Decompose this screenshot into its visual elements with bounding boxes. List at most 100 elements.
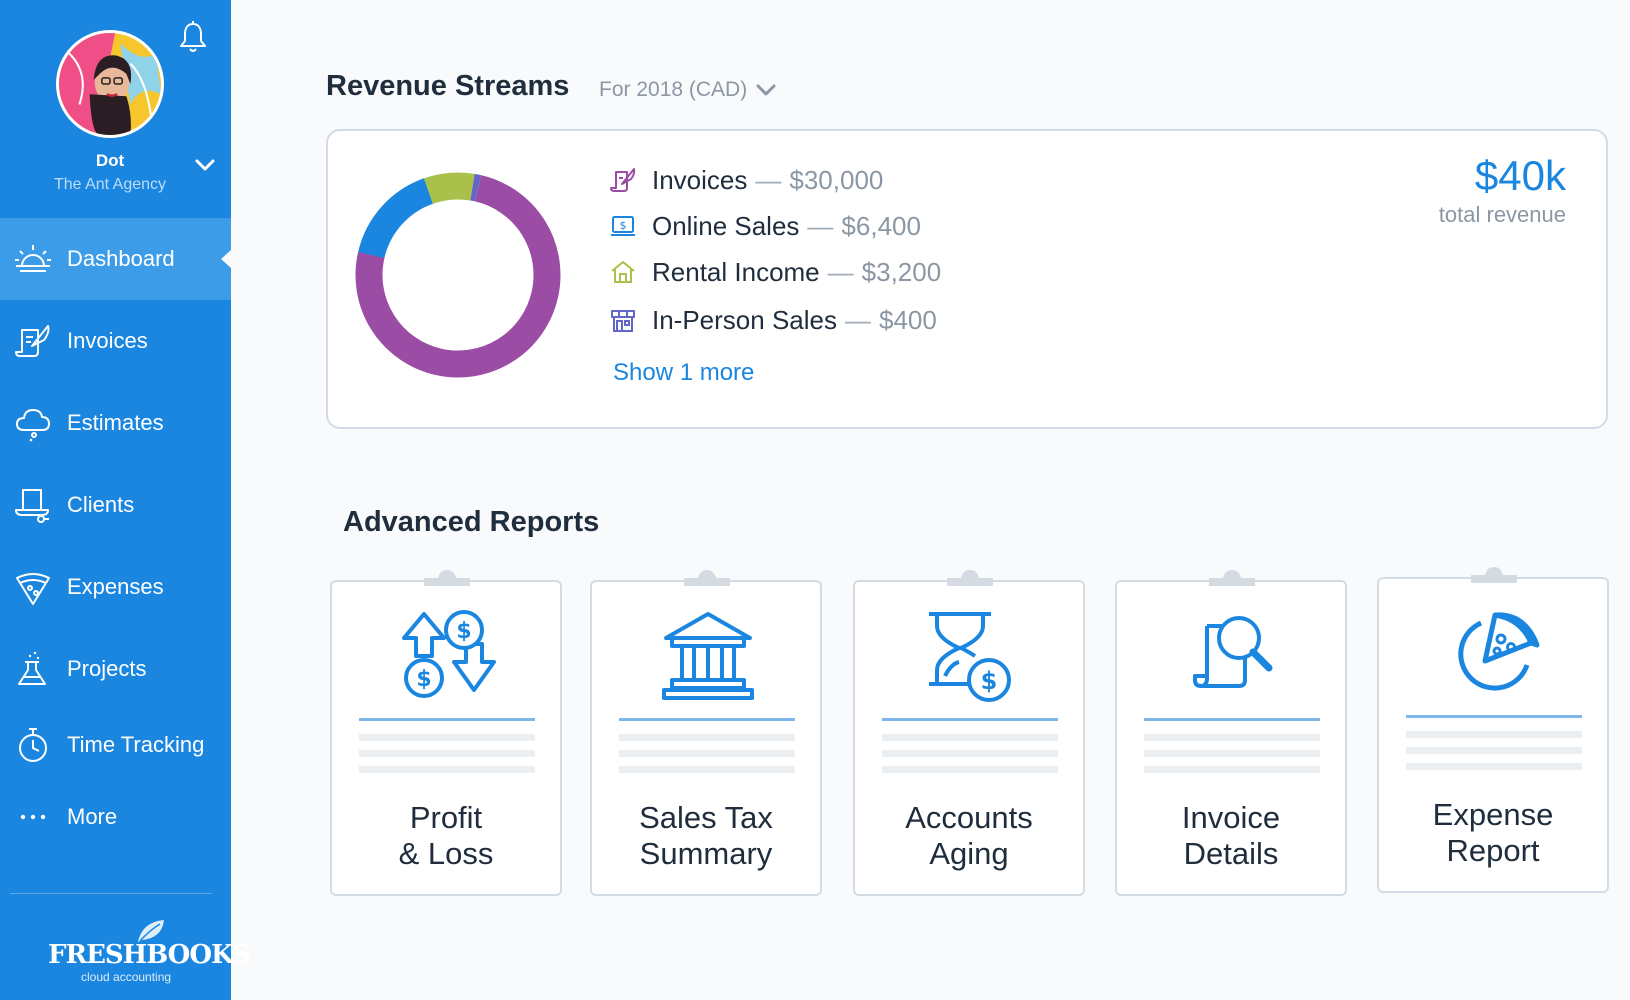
legend-item-in-person-sales[interactable]: In-Person Sales — $400	[610, 300, 937, 340]
legend-amount: $400	[878, 304, 937, 335]
sidebar-item-label: Projects	[67, 656, 147, 681]
sidebar-item-clients[interactable]: Clients	[0, 464, 231, 546]
avatar[interactable]	[56, 30, 164, 138]
report-card-expense-report[interactable]: Expense Report	[1377, 567, 1609, 893]
legend-amount: $6,400	[841, 210, 921, 241]
placeholder-line	[1406, 763, 1582, 770]
placeholder-line	[1144, 766, 1320, 773]
total-revenue-label: total revenue	[1438, 202, 1566, 227]
placeholder-line	[1406, 747, 1582, 754]
placeholder-line	[619, 766, 795, 773]
chevron-down-icon	[756, 84, 776, 96]
svg-text:$: $	[620, 219, 627, 232]
legend-separator: —	[755, 164, 782, 195]
card-divider	[359, 718, 535, 721]
bank-icon	[662, 612, 754, 700]
clients-hat-icon	[15, 489, 49, 523]
report-card-profit-loss[interactable]: $ $ Profit & Loss	[330, 570, 562, 896]
stopwatch-icon	[19, 728, 47, 762]
show-more-link[interactable]: Show 1 more	[613, 359, 755, 386]
report-label: Invoice Details	[1181, 800, 1281, 871]
sidebar-item-invoices[interactable]: Invoices	[0, 300, 231, 382]
online-sales-icon: $	[611, 216, 635, 236]
legend-separator: —	[807, 210, 834, 241]
freshbooks-logo[interactable]: FRESHBOOKS cloud accounting	[48, 918, 251, 988]
clipboard-clip-icon	[424, 570, 470, 586]
placeholder-line	[619, 734, 795, 741]
svg-text:$: $	[456, 619, 471, 644]
leaf-icon	[138, 920, 164, 942]
legend-name: In-Person Sales	[652, 304, 837, 335]
revenue-donut-chart	[355, 172, 561, 378]
sidebar-item-estimates[interactable]: Estimates	[0, 382, 231, 464]
house-icon	[611, 261, 635, 283]
invoice-quill-icon	[610, 168, 636, 192]
sidebar-item-label: Clients	[67, 492, 135, 517]
card-divider	[619, 718, 795, 721]
legend-separator: —	[827, 256, 854, 287]
storefront-icon	[611, 310, 635, 332]
placeholder-line	[882, 766, 1058, 773]
total-revenue-value: $40k	[1474, 152, 1566, 199]
svg-text:$: $	[981, 667, 998, 695]
sidebar-item-time-tracking[interactable]: Time Tracking	[0, 710, 231, 780]
placeholder-line	[882, 750, 1058, 757]
sidebar-item-label: Dashboard	[67, 246, 175, 271]
flask-icon	[18, 651, 46, 685]
sunrise-icon	[15, 245, 51, 272]
placeholder-line	[619, 750, 795, 757]
card-divider	[1406, 715, 1582, 718]
legend-name: Online Sales	[652, 210, 800, 241]
placeholder-line	[1144, 734, 1320, 741]
chevron-down-icon[interactable]	[194, 158, 216, 172]
sidebar-item-label: Invoices	[67, 328, 148, 353]
donut-slice-in-person-sales[interactable]	[355, 172, 561, 378]
profit-loss-icon: $ $	[402, 610, 496, 698]
pizza-chart-icon	[1458, 612, 1540, 691]
sidebar-item-label: Time Tracking	[67, 732, 205, 757]
placeholder-line	[1144, 750, 1320, 757]
hourglass-money-icon: $	[929, 612, 1011, 702]
sidebar: Dot The Ant Agency Dashboard	[0, 0, 251, 1000]
brand-tagline: cloud accounting	[81, 970, 172, 984]
sidebar-nav: Dashboard Invoices Estimates	[0, 218, 231, 854]
sidebar-divider	[10, 893, 212, 894]
clipboard-clip-icon	[947, 570, 993, 586]
sidebar-item-projects[interactable]: Projects	[0, 628, 231, 710]
clipboard-clip-icon	[1471, 567, 1517, 583]
legend-item-rental-income[interactable]: Rental Income — $3,200	[610, 252, 941, 292]
placeholder-line	[882, 734, 1058, 741]
donut-slice-rental-income[interactable]	[355, 172, 561, 378]
report-label: Accounts Aging	[905, 800, 1033, 871]
sidebar-item-expenses[interactable]: Expenses	[0, 546, 231, 628]
period-label: For 2018 (CAD)	[599, 78, 748, 101]
legend-name: Rental Income	[652, 256, 820, 287]
sidebar-item-label: Estimates	[67, 410, 164, 435]
active-pointer	[221, 250, 231, 268]
sidebar-item-more[interactable]: More	[0, 780, 231, 854]
sidebar-item-label: Expenses	[67, 574, 164, 599]
more-dots-icon	[20, 814, 46, 820]
sidebar-item-label: More	[67, 804, 118, 829]
pizza-slice-icon	[16, 573, 50, 605]
report-label: Expense Report	[1432, 797, 1554, 868]
donut-slice-online-sales[interactable]	[355, 172, 561, 378]
period-dropdown[interactable]: For 2018 (CAD)	[599, 78, 777, 102]
placeholder-line	[1406, 731, 1582, 738]
svg-text:$: $	[416, 667, 431, 692]
legend-item-invoices[interactable]: Invoices — $30,000	[610, 160, 883, 200]
report-card-sales-tax-summary[interactable]: Sales Tax Summary	[590, 570, 822, 896]
legend-item-online-sales[interactable]: $ Online Sales — $6,400	[610, 206, 921, 246]
report-card-invoice-details[interactable]: Invoice Details	[1115, 570, 1347, 896]
legend-name: Invoices	[652, 164, 748, 195]
clipboard-clip-icon	[1209, 570, 1255, 586]
brand-name: FRESHBOOKS	[48, 940, 251, 970]
bell-icon[interactable]	[178, 20, 208, 54]
legend-amount: $3,200	[861, 256, 942, 287]
user-name: Dot	[95, 151, 125, 170]
report-card-accounts-aging[interactable]: $ Accounts Aging	[853, 570, 1085, 896]
sidebar-item-dashboard[interactable]: Dashboard	[0, 218, 231, 300]
legend-amount: $30,000	[789, 164, 884, 195]
placeholder-line	[359, 766, 535, 773]
advanced-reports-title: Advanced Reports	[343, 506, 600, 538]
